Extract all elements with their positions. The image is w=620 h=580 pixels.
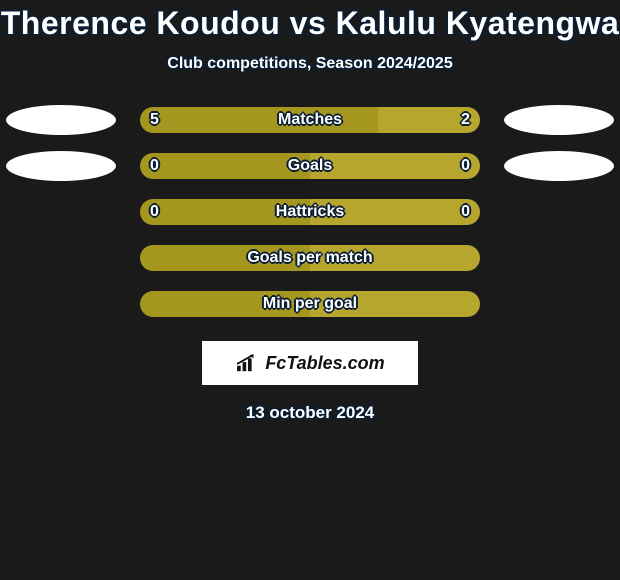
stat-value-right: 2 (461, 111, 470, 129)
subtitle: Club competitions, Season 2024/2025 (0, 55, 620, 73)
player-left-marker (6, 105, 116, 135)
stat-bar: Min per goal (140, 291, 480, 317)
fctables-logo[interactable]: FcTables.com (202, 341, 418, 385)
stat-bar: 5 2 Matches (140, 107, 480, 133)
stat-value-right: 0 (461, 203, 470, 221)
stat-label: Goals per match (247, 249, 372, 267)
stat-row: Min per goal (0, 291, 620, 317)
stat-label: Matches (278, 111, 342, 129)
stat-bar: 0 0 Goals (140, 153, 480, 179)
player-right-marker (504, 105, 614, 135)
player-right-marker (504, 151, 614, 181)
stat-bar: 0 0 Hattricks (140, 199, 480, 225)
stat-value-left: 0 (150, 157, 159, 175)
stat-rows: 5 2 Matches 0 0 Goals 0 0 Hattricks Goals per mat… (0, 107, 620, 317)
player-left-marker (6, 151, 116, 181)
bar-chart-arrow-icon (235, 353, 259, 373)
stat-row: 0 0 Goals (0, 153, 620, 179)
stat-bar-left (140, 107, 378, 133)
stat-row: 0 0 Hattricks (0, 199, 620, 225)
date-label: 13 october 2024 (0, 403, 620, 423)
stat-row: 5 2 Matches (0, 107, 620, 133)
infographic: Therence Koudou vs Kalulu Kyatengwa Club… (0, 0, 620, 423)
page-title: Therence Koudou vs Kalulu Kyatengwa (0, 6, 620, 41)
stat-label: Goals (288, 157, 332, 175)
logo-text: FcTables.com (265, 353, 384, 374)
stat-label: Min per goal (263, 295, 357, 313)
stat-value-right: 0 (461, 157, 470, 175)
stat-value-left: 0 (150, 203, 159, 221)
stat-value-left: 5 (150, 111, 159, 129)
stat-label: Hattricks (276, 203, 344, 221)
stat-bar-right (310, 153, 480, 179)
stat-bar-left (140, 153, 310, 179)
stat-bar: Goals per match (140, 245, 480, 271)
stat-row: Goals per match (0, 245, 620, 271)
